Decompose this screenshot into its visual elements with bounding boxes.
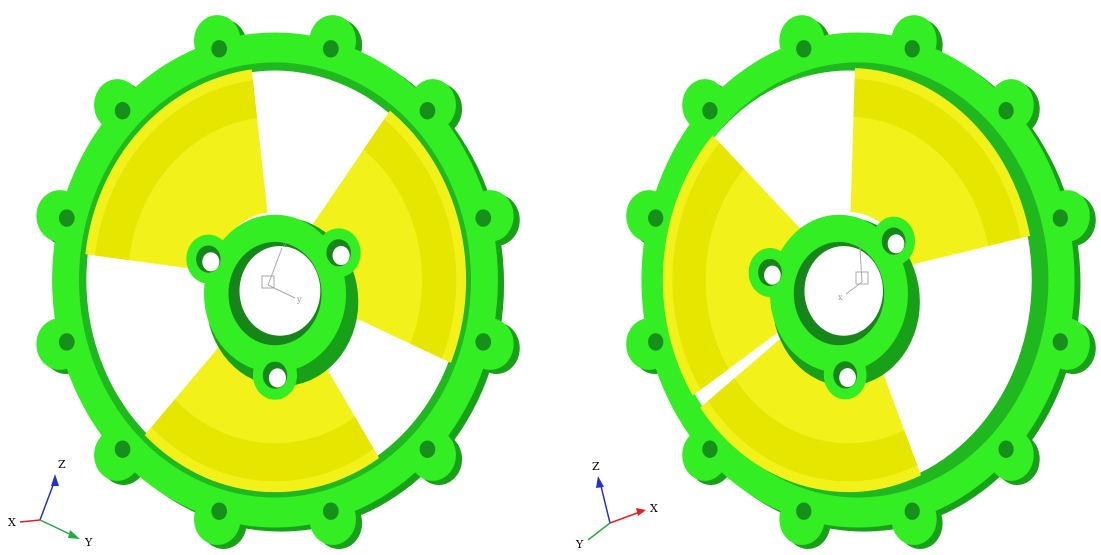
z-label: z	[857, 239, 861, 248]
x-label: X	[8, 516, 16, 529]
x-axis	[20, 520, 40, 522]
bolt-hole	[59, 209, 75, 226]
z-label: z	[283, 240, 287, 249]
bolt-hole	[211, 503, 227, 520]
viewport: Z X Y Z X Y z y z x	[0, 0, 1101, 555]
bolt-hole	[475, 209, 491, 226]
x-label: x	[838, 293, 843, 302]
y-axis	[588, 523, 610, 540]
bolt-hole	[702, 102, 717, 119]
hub-hole-light	[888, 234, 905, 253]
axis-triad-left: Z X Y	[8, 458, 93, 549]
x-axis	[610, 512, 640, 523]
bolt-hole	[796, 40, 811, 57]
hub-hole-light	[269, 368, 286, 387]
x-label: X	[650, 502, 658, 515]
wheel	[36, 15, 519, 549]
z-label: Z	[592, 460, 600, 473]
z-arrow	[596, 476, 604, 488]
hub-hole-light	[839, 368, 856, 387]
bolt-hole	[1053, 333, 1068, 350]
bolt-hole	[998, 102, 1013, 119]
wheel-view-right	[626, 15, 1096, 549]
bolt-hole	[998, 441, 1013, 458]
axis-triad-right: Z X Y	[575, 460, 658, 551]
bore	[804, 246, 883, 336]
z-label: Z	[58, 458, 66, 471]
y-label: y	[296, 295, 302, 304]
bolt-hole	[648, 209, 663, 226]
bolt-hole	[211, 40, 227, 57]
bolt-hole	[115, 102, 131, 119]
y-label: Y	[575, 538, 584, 551]
bolt-hole	[905, 503, 920, 520]
z-axis	[600, 482, 610, 523]
bolt-hole	[1053, 209, 1068, 226]
bolt-hole	[323, 40, 339, 57]
wheel-view-left	[36, 15, 519, 549]
bolt-hole	[648, 333, 663, 350]
bolt-hole	[115, 441, 131, 458]
hub-hole-light	[202, 252, 219, 271]
bolt-hole	[702, 441, 717, 458]
hub-hole-light	[333, 246, 350, 265]
hub-hole-light	[764, 266, 781, 285]
wheel	[626, 15, 1096, 549]
bolt-hole	[796, 503, 811, 520]
y-arrow	[68, 530, 80, 539]
bolt-hole	[59, 333, 75, 350]
bolt-hole	[420, 102, 436, 119]
y-label: Y	[84, 536, 93, 549]
bolt-hole	[475, 333, 491, 350]
z-arrow	[51, 474, 59, 486]
bolt-hole	[905, 40, 920, 57]
bolt-hole	[420, 441, 436, 458]
bolt-hole	[323, 503, 339, 520]
x-arrow	[636, 508, 646, 516]
